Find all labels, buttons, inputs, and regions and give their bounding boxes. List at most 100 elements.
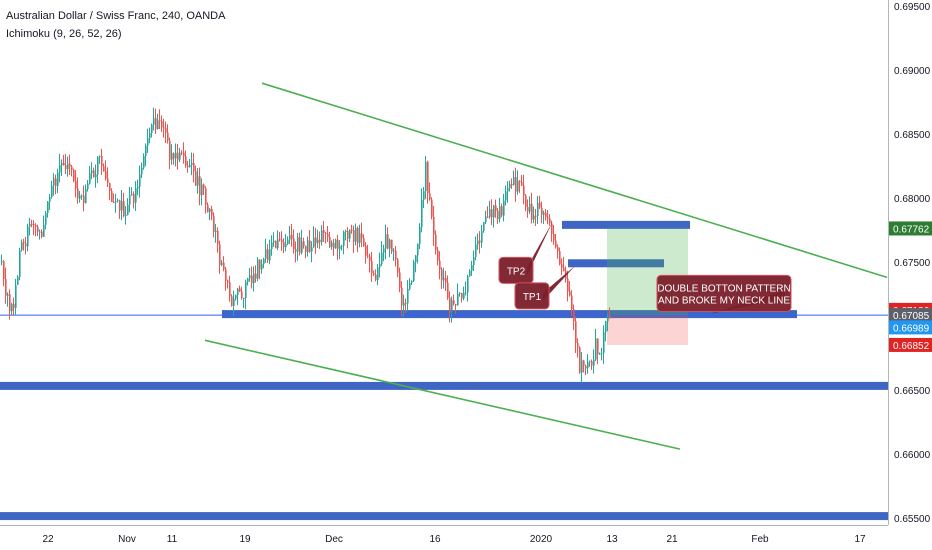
price-axis-bg[interactable] bbox=[888, 0, 932, 550]
callout-tail bbox=[543, 265, 575, 301]
candle-body bbox=[55, 178, 57, 186]
candle-body bbox=[199, 176, 201, 196]
candle-body bbox=[261, 264, 263, 270]
candle-body bbox=[475, 244, 477, 257]
callout-tp1[interactable]: TP1 bbox=[514, 265, 575, 310]
candle-body bbox=[259, 259, 261, 270]
candle-body bbox=[49, 197, 51, 202]
candle-body bbox=[585, 365, 587, 369]
price-badge-bg bbox=[889, 221, 932, 236]
candle-body bbox=[323, 230, 325, 233]
candle-body bbox=[481, 230, 483, 243]
price-badge-text: 0.67085 bbox=[893, 311, 930, 322]
trendline[interactable] bbox=[204, 339, 681, 450]
support-zone[interactable] bbox=[222, 310, 797, 319]
candle-body bbox=[439, 260, 441, 270]
candle-body bbox=[329, 236, 331, 248]
y-tick-label: 0.69000 bbox=[894, 66, 931, 77]
candle-body bbox=[167, 132, 169, 141]
candle-body bbox=[491, 209, 493, 218]
support-zone[interactable] bbox=[0, 381, 888, 390]
candle-body bbox=[21, 241, 23, 251]
candle-body bbox=[483, 222, 485, 231]
candle-body bbox=[183, 152, 185, 157]
candle-body bbox=[235, 295, 237, 299]
resistance-zone[interactable] bbox=[568, 259, 664, 268]
candle-body bbox=[511, 184, 513, 186]
price-badge-bg bbox=[889, 308, 932, 323]
candle-body bbox=[353, 229, 355, 242]
stop-box[interactable] bbox=[607, 315, 688, 345]
trendlines[interactable] bbox=[204, 82, 888, 450]
y-tick-label: 0.66000 bbox=[894, 450, 931, 461]
candle-body bbox=[549, 218, 551, 224]
candle-body bbox=[451, 300, 453, 312]
candle-body bbox=[121, 201, 123, 211]
candle-body bbox=[15, 284, 17, 308]
candle-body bbox=[75, 181, 77, 189]
candle-body bbox=[591, 361, 593, 366]
candle-body bbox=[87, 183, 89, 189]
trendline[interactable] bbox=[261, 82, 888, 279]
candle-body bbox=[295, 249, 297, 252]
price-badge[interactable]: 0.67085 bbox=[889, 308, 932, 323]
candle-body bbox=[25, 243, 27, 247]
candle-body bbox=[209, 208, 211, 213]
candle-body bbox=[85, 188, 87, 203]
candle-body bbox=[393, 250, 395, 252]
candle-body bbox=[145, 145, 147, 157]
candle-body bbox=[77, 188, 79, 199]
candle-body bbox=[33, 224, 35, 226]
candle-body bbox=[285, 244, 287, 248]
candle-body bbox=[395, 250, 397, 260]
x-tick-label: Dec bbox=[325, 534, 343, 545]
candle-body bbox=[273, 240, 275, 243]
support-zone[interactable] bbox=[0, 512, 888, 521]
candle-body bbox=[139, 174, 141, 187]
candle-body bbox=[533, 215, 535, 220]
candle-body bbox=[317, 239, 319, 244]
price-badge[interactable]: 0.67762 bbox=[889, 221, 932, 236]
candle-body bbox=[125, 214, 127, 217]
resistance-zone[interactable] bbox=[562, 220, 690, 229]
callout-tp2[interactable]: TP2 bbox=[498, 221, 553, 284]
candle-body bbox=[11, 304, 13, 312]
candle-body bbox=[363, 238, 365, 247]
candle-body bbox=[551, 223, 553, 234]
candle-body bbox=[193, 162, 195, 172]
candle-body bbox=[557, 247, 559, 252]
candle-body bbox=[461, 292, 463, 299]
candle-body bbox=[97, 157, 99, 175]
candle-body bbox=[423, 191, 425, 200]
price-badge[interactable]: 0.66852 bbox=[889, 337, 932, 352]
zones bbox=[0, 220, 888, 521]
candle-body bbox=[523, 185, 525, 196]
candle-body bbox=[571, 295, 573, 310]
candle-body bbox=[131, 193, 133, 196]
candle-body bbox=[277, 239, 279, 249]
candle-body bbox=[355, 227, 357, 242]
candle-body bbox=[203, 184, 205, 189]
candle-body bbox=[283, 242, 285, 248]
candle-body bbox=[367, 255, 369, 257]
candle-body bbox=[225, 269, 227, 281]
candle-body bbox=[35, 225, 37, 227]
candle-body bbox=[401, 287, 403, 306]
candle-body bbox=[37, 226, 39, 232]
candle-body bbox=[505, 191, 507, 201]
candle-body bbox=[405, 302, 407, 304]
candle-body bbox=[231, 296, 233, 307]
candle-body bbox=[387, 234, 389, 249]
symbol-title[interactable]: Australian Dollar / Swiss Franc, 240, OA… bbox=[6, 10, 226, 22]
candle-body bbox=[547, 217, 549, 219]
indicator-legend[interactable]: Ichimoku (9, 26, 52, 26) bbox=[6, 28, 122, 40]
candle-body bbox=[45, 213, 47, 225]
candle-body bbox=[205, 188, 207, 205]
candle-body bbox=[305, 246, 307, 253]
price-badge[interactable]: 0.66989 bbox=[889, 320, 932, 335]
candle-body bbox=[3, 261, 5, 280]
x-tick-label: 21 bbox=[666, 534, 678, 545]
